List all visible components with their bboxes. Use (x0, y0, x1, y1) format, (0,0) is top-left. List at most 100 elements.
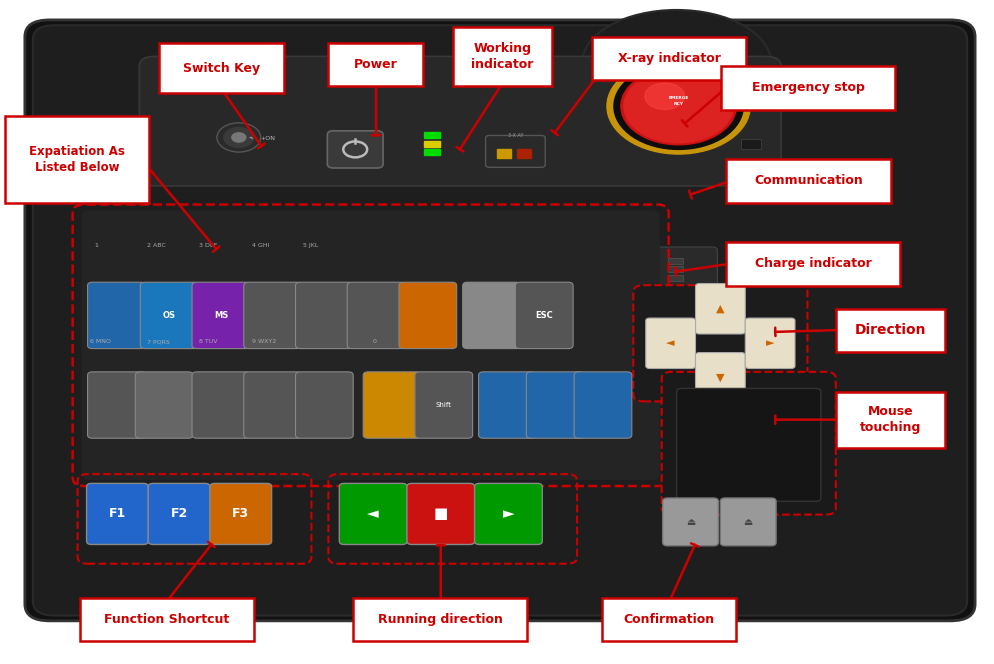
Text: ▲: ▲ (716, 303, 724, 314)
FancyBboxPatch shape (244, 282, 301, 349)
Bar (497, 149, 511, 158)
Bar (517, 149, 531, 158)
FancyBboxPatch shape (295, 372, 353, 438)
FancyBboxPatch shape (601, 598, 736, 641)
Text: Working
indicator: Working indicator (471, 42, 533, 71)
FancyBboxPatch shape (655, 247, 717, 290)
FancyBboxPatch shape (327, 131, 383, 168)
FancyBboxPatch shape (5, 116, 149, 203)
Bar (667, 275, 682, 281)
FancyBboxPatch shape (86, 483, 148, 544)
FancyBboxPatch shape (526, 372, 583, 438)
Text: X-ray indicator: X-ray indicator (617, 52, 720, 64)
FancyBboxPatch shape (721, 66, 895, 110)
FancyBboxPatch shape (661, 372, 835, 515)
Bar (667, 258, 682, 264)
Text: EMERGE: EMERGE (668, 96, 688, 100)
Text: 2 ABC: 2 ABC (147, 243, 166, 248)
FancyBboxPatch shape (662, 498, 718, 546)
Text: ►: ► (765, 338, 773, 349)
Text: ⏏: ⏏ (743, 517, 752, 527)
FancyBboxPatch shape (407, 483, 474, 544)
FancyBboxPatch shape (210, 483, 271, 544)
FancyBboxPatch shape (835, 392, 944, 448)
Bar (741, 139, 760, 149)
Circle shape (606, 58, 749, 154)
FancyBboxPatch shape (720, 498, 775, 546)
FancyBboxPatch shape (485, 135, 545, 167)
FancyBboxPatch shape (140, 282, 198, 349)
FancyBboxPatch shape (363, 372, 420, 438)
Text: 7 PQRS: 7 PQRS (147, 339, 170, 345)
FancyBboxPatch shape (135, 372, 193, 438)
FancyBboxPatch shape (474, 483, 542, 544)
FancyBboxPatch shape (328, 43, 422, 86)
FancyBboxPatch shape (87, 372, 145, 438)
Text: Switch Key: Switch Key (183, 62, 259, 74)
FancyBboxPatch shape (399, 282, 456, 349)
Text: Communication: Communication (753, 175, 862, 187)
Bar (423, 141, 439, 147)
Text: Confirmation: Confirmation (623, 613, 714, 625)
Text: F1: F1 (108, 507, 126, 521)
Text: 1: 1 (94, 243, 98, 248)
Text: 3-X AY: 3-X AY (507, 133, 523, 138)
Text: 6 MNO: 6 MNO (89, 339, 110, 345)
Text: 9 WXY2: 9 WXY2 (251, 339, 275, 345)
FancyBboxPatch shape (632, 286, 806, 401)
Circle shape (217, 123, 260, 152)
Circle shape (620, 68, 736, 145)
FancyBboxPatch shape (574, 372, 631, 438)
Text: ◄: ◄ (666, 338, 674, 349)
Text: F2: F2 (170, 507, 188, 521)
FancyBboxPatch shape (676, 388, 820, 501)
Text: Emergency stop: Emergency stop (751, 82, 864, 94)
FancyBboxPatch shape (33, 25, 966, 616)
Text: Shift: Shift (435, 402, 451, 408)
FancyBboxPatch shape (591, 37, 746, 80)
Text: 5 JKL: 5 JKL (303, 243, 318, 248)
Text: NCY: NCY (673, 102, 683, 106)
FancyBboxPatch shape (695, 353, 745, 403)
FancyBboxPatch shape (726, 159, 890, 203)
FancyBboxPatch shape (295, 282, 353, 349)
FancyBboxPatch shape (244, 372, 301, 438)
Bar (667, 266, 682, 272)
FancyBboxPatch shape (645, 318, 695, 369)
Bar (423, 132, 439, 138)
FancyBboxPatch shape (726, 242, 900, 286)
Circle shape (644, 83, 684, 110)
Text: ⏏: ⏏ (685, 517, 695, 527)
Text: ◄: ◄ (367, 507, 379, 521)
Text: ▼: ▼ (716, 373, 724, 383)
Text: 3 DEF: 3 DEF (199, 243, 217, 248)
FancyBboxPatch shape (192, 372, 249, 438)
FancyBboxPatch shape (192, 282, 249, 349)
Text: 0: 0 (373, 339, 377, 345)
FancyBboxPatch shape (82, 210, 659, 480)
FancyBboxPatch shape (478, 372, 536, 438)
Text: ►: ► (502, 507, 514, 521)
FancyBboxPatch shape (835, 309, 944, 352)
FancyBboxPatch shape (353, 598, 527, 641)
FancyBboxPatch shape (462, 282, 520, 349)
FancyBboxPatch shape (452, 27, 552, 86)
Circle shape (224, 127, 253, 147)
Text: 8 TUV: 8 TUV (199, 339, 218, 345)
Text: MS: MS (214, 311, 228, 320)
FancyBboxPatch shape (139, 56, 780, 186)
Circle shape (623, 70, 733, 143)
Text: ■: ■ (433, 507, 447, 521)
Text: F3: F3 (232, 507, 249, 521)
FancyBboxPatch shape (695, 284, 745, 334)
FancyBboxPatch shape (148, 483, 210, 544)
FancyBboxPatch shape (25, 20, 974, 621)
Text: Expatiation As
Listed Below: Expatiation As Listed Below (29, 145, 125, 174)
FancyBboxPatch shape (515, 282, 573, 349)
Text: Running direction: Running direction (378, 613, 502, 625)
Text: Direction: Direction (854, 323, 925, 337)
Text: Mouse
touching: Mouse touching (859, 406, 920, 434)
Circle shape (232, 133, 246, 142)
FancyBboxPatch shape (347, 282, 405, 349)
Text: Function Shortcut: Function Shortcut (104, 613, 229, 625)
